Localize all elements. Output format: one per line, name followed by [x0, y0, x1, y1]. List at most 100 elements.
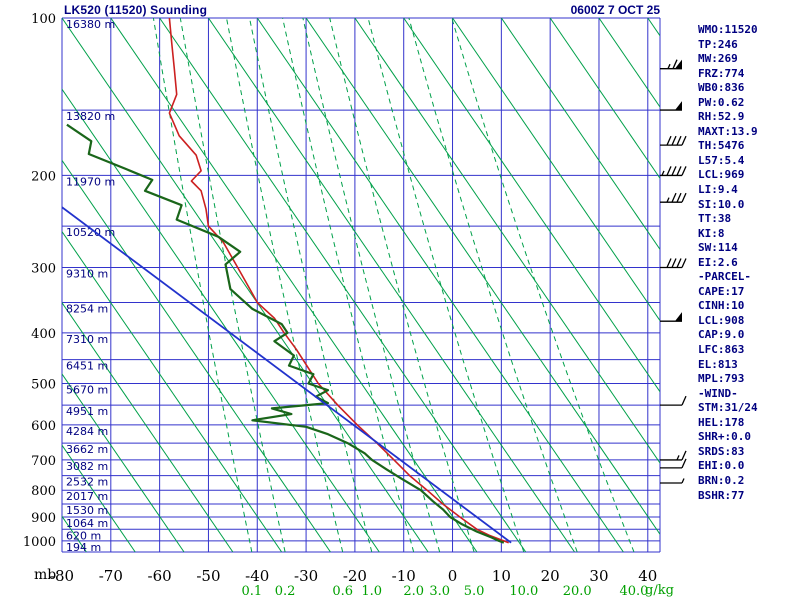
height-label: 3662 m	[66, 443, 108, 456]
wind-barb	[660, 135, 687, 146]
mixing-ratio-tick-label: 20.0	[563, 584, 592, 599]
height-label: 10520 m	[66, 226, 115, 239]
parcel-curve	[62, 206, 512, 544]
temperature-tick-label: -10	[392, 567, 416, 585]
datetime-label: 0600Z 7 OCT 25	[570, 3, 660, 17]
index-line: SRDS:83	[698, 444, 745, 458]
pressure-tick-label: 1000	[23, 535, 56, 550]
dry-adiabats	[62, 18, 660, 552]
dewpoint-curve	[66, 123, 505, 544]
height-label: 8254 m	[66, 303, 108, 316]
temperature-tick-label: 20	[541, 567, 560, 585]
height-label: 7310 m	[66, 333, 108, 346]
index-panel: WMO:11520 TP:246 MW:269 FRZ:774 WB0:836 PW:0.…	[698, 23, 758, 503]
index-line: SHR+:0.0	[698, 430, 751, 444]
temperature-tick-label: -60	[148, 567, 172, 585]
index-line: MAXT:13.9	[698, 124, 758, 138]
temperature-tick-label: 30	[589, 567, 608, 585]
mixing-ratio-tick-label: 0.1	[241, 584, 262, 599]
mixing-ratio-tick-label: 0.2	[275, 584, 296, 599]
index-line: TH:5476	[698, 139, 745, 153]
index-line: EL:813	[698, 357, 738, 371]
pressure-tick-label: 700	[31, 454, 56, 469]
mixing-ratio-tick-label: 10.0	[509, 584, 538, 599]
index-line: LCL:969	[698, 168, 745, 182]
temperature-curve	[168, 18, 509, 544]
height-label: 194 m	[66, 541, 101, 554]
temperature-tick-label: -70	[99, 567, 123, 585]
index-line: BSHR:77	[698, 488, 745, 502]
mixing-ratio-tick-label: 0.6	[332, 584, 353, 599]
pressure-tick-label: 300	[31, 261, 56, 276]
height-label: 6451 m	[66, 360, 108, 373]
grid-lines	[61, 17, 661, 553]
temperature-tick-label: -80	[50, 567, 74, 585]
wind-barb	[660, 450, 687, 461]
pressure-tick-label: 600	[31, 419, 56, 434]
pressure-tick-label: 200	[31, 169, 56, 184]
index-line: STM:31/24	[698, 401, 758, 415]
mixing-ratio-tick-label: 2.0	[403, 584, 424, 599]
index-line: EHI:0.0	[698, 459, 745, 473]
index-line: MW:269	[698, 52, 738, 66]
window-title: LK520 (11520) Sounding	[64, 3, 208, 17]
height-label: 3082 m	[66, 460, 108, 473]
index-line: TP:246	[698, 37, 738, 51]
height-label: 5670 m	[66, 384, 108, 397]
index-line: LCL:908	[698, 313, 745, 327]
index-line: -WIND-	[698, 386, 738, 400]
wind-barbs	[660, 59, 687, 484]
mixing-ratio-labels: 0.1 0.2 0.6 1.0 2.0 3.0 5.0 10.0 20.0 40.0	[241, 584, 648, 599]
wind-barb	[660, 478, 685, 484]
index-line: -PARCEL-	[698, 270, 751, 284]
wind-barb	[660, 258, 687, 269]
index-line: KI:8	[698, 226, 725, 240]
wind-barb	[660, 59, 682, 70]
index-line: TT:38	[698, 212, 732, 226]
temperature-tick-label: -20	[343, 567, 367, 585]
pressure-tick-label: 100	[31, 12, 56, 27]
mixing-ratio-unit-label: g/kg	[645, 583, 674, 598]
index-line: CAP:9.0	[698, 328, 745, 342]
height-label: 620 m	[66, 529, 101, 542]
index-line: MPL:793	[698, 372, 745, 386]
index-line: CINH:10	[698, 299, 745, 313]
height-label: 1530 m	[66, 504, 108, 517]
temperature-axis-labels: -80 -70 -60 -50 -40 -30 -20 -10 0 10 20 30 40	[50, 567, 657, 585]
temperature-tick-label: -50	[196, 567, 220, 585]
wind-barb	[660, 312, 682, 322]
index-line: BRN:0.2	[698, 473, 745, 487]
pressure-tick-label: 400	[31, 327, 56, 342]
height-label: 1064 m	[66, 517, 108, 530]
pressure-unit-label: mb	[34, 567, 57, 583]
mixing-ratio-tick-label: 1.0	[361, 584, 382, 599]
wind-barb	[660, 458, 687, 469]
index-line: FRZ:774	[698, 66, 745, 80]
height-label: 4951 m	[66, 405, 108, 418]
wind-barb	[660, 192, 687, 203]
temperature-tick-label: 40	[638, 567, 657, 585]
index-line: PW:0.62	[698, 95, 745, 109]
index-line: LI:9.4	[698, 183, 738, 197]
mixing-ratio-tick-label: 5.0	[464, 584, 485, 599]
index-line: HEL:178	[698, 415, 745, 429]
wind-barb	[660, 395, 687, 406]
index-line: WB0:836	[698, 81, 745, 95]
pressure-tick-label: 900	[31, 511, 56, 526]
height-labels: 16380 m 13820 m 11970 m 10520 m 9310 m 8254 m…	[66, 18, 115, 554]
wind-barb	[660, 101, 682, 111]
index-line: WMO:11520	[698, 23, 758, 36]
height-label: 13820 m	[66, 110, 115, 123]
index-line: LFC:863	[698, 343, 745, 357]
height-label: 2017 m	[66, 490, 108, 503]
height-label: 9310 m	[66, 267, 108, 280]
pressure-tick-label: 500	[31, 378, 56, 393]
temperature-tick-label: 0	[448, 567, 458, 585]
pressure-axis-labels: 100 200 300 400 500 600 700 800 900 1000	[23, 12, 56, 550]
index-line: EI:2.6	[698, 255, 738, 269]
temperature-tick-label: 10	[492, 567, 511, 585]
index-line: L57:5.4	[698, 153, 745, 167]
